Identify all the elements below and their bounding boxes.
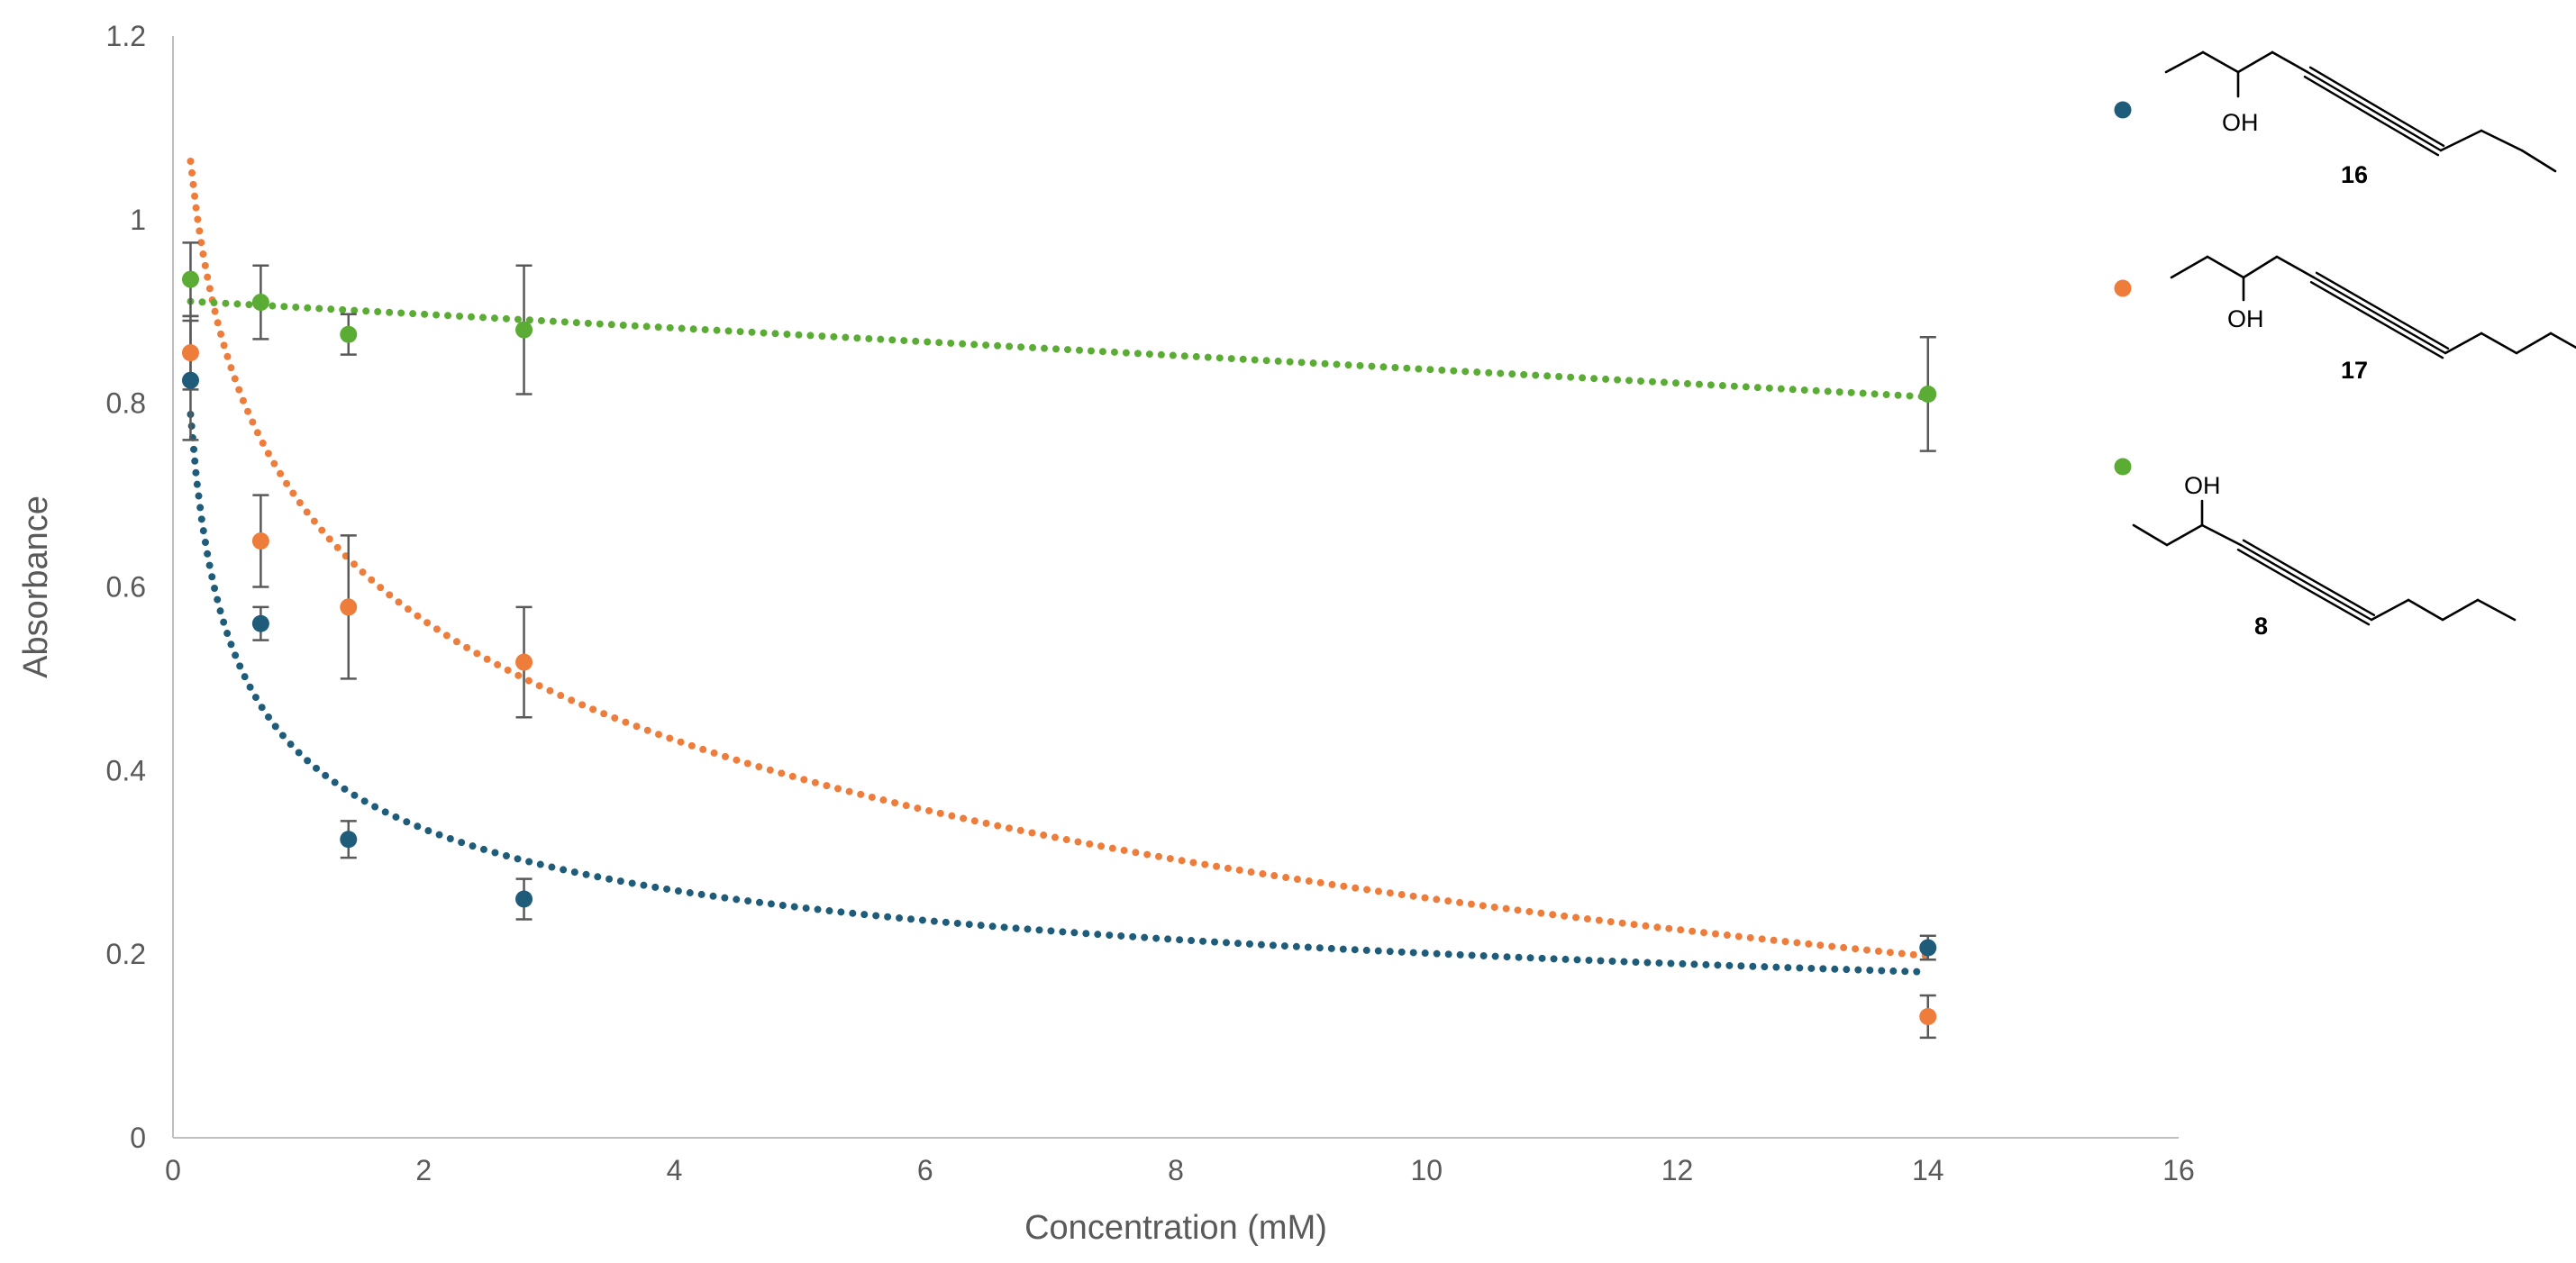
x-tick-label: 4 xyxy=(667,1154,683,1186)
y-tick-label: 0.8 xyxy=(106,387,146,420)
y-tick-label: 0.4 xyxy=(106,754,146,786)
legend-label-16: 16 xyxy=(2341,161,2368,188)
data-point-17 xyxy=(515,653,533,671)
bond xyxy=(2370,598,2410,622)
triple-bond xyxy=(2309,281,2379,322)
triple-bond xyxy=(2315,271,2384,312)
bond xyxy=(2271,50,2309,74)
data-point-16 xyxy=(340,831,358,849)
data-point-8 xyxy=(340,325,358,343)
bond xyxy=(2242,255,2279,279)
bond xyxy=(2170,255,2209,279)
data-point-17 xyxy=(181,344,199,362)
triple-bond xyxy=(2242,539,2311,579)
bond xyxy=(2206,255,2245,279)
x-tick-label: 14 xyxy=(1912,1154,1944,1186)
data-point-16 xyxy=(515,890,533,908)
data-point-16 xyxy=(251,614,269,632)
trendline-16 xyxy=(187,411,1932,976)
triple-bond xyxy=(2302,586,2371,626)
bond xyxy=(2407,598,2444,622)
data-point-17 xyxy=(251,532,269,550)
data-point-8 xyxy=(1919,385,1937,403)
triple-bond xyxy=(2306,70,2375,113)
bond xyxy=(2236,50,2274,74)
legend-marker-16 xyxy=(2114,101,2132,119)
triple-bond xyxy=(2378,313,2447,355)
structure-17 xyxy=(2170,255,2576,359)
data-point-16 xyxy=(1919,939,1937,957)
data-point-16 xyxy=(181,371,199,389)
legend-marker-17 xyxy=(2114,279,2132,297)
x-tick-label: 12 xyxy=(1661,1154,1694,1186)
data-point-8 xyxy=(515,321,533,339)
triple-bond xyxy=(2307,577,2376,616)
structure-8-oh: OH xyxy=(2184,472,2221,499)
data-point-17 xyxy=(340,598,358,616)
y-tick-label: 0 xyxy=(130,1122,146,1154)
plot-axes: 0 0.2 0.4 0.6 0.8 1 1.2 0 2 4 6 8 10 12 14 16 xyxy=(106,20,2195,1186)
structure-16-oh: OH xyxy=(2222,109,2259,136)
triple-bond xyxy=(2239,543,2308,585)
bond xyxy=(2441,598,2480,622)
bond xyxy=(2480,129,2524,152)
bond xyxy=(2444,332,2483,355)
bond xyxy=(2480,332,2518,355)
triple-bond xyxy=(2236,549,2306,589)
data-point-17 xyxy=(1919,1007,1937,1025)
x-axis-title: Concentration (mM) xyxy=(1024,1209,1327,1247)
bond xyxy=(2549,332,2576,350)
bond xyxy=(2275,255,2316,279)
structure-17-oh: OH xyxy=(2227,305,2264,332)
x-tick-label: 10 xyxy=(1410,1154,1443,1186)
triple-bond xyxy=(2369,114,2440,157)
bond xyxy=(2520,149,2557,173)
triple-bond xyxy=(2380,309,2450,350)
bond xyxy=(2165,523,2204,547)
triple-bond xyxy=(2374,104,2445,148)
legend-marker-8 xyxy=(2114,458,2132,476)
y-axis-title: Absorbance xyxy=(17,495,55,678)
x-tick-label: 8 xyxy=(1168,1154,1184,1186)
triple-bond xyxy=(2305,581,2373,622)
legend: OH 16 OH 17 OH 8 xyxy=(2114,50,2576,640)
x-tick-label: 2 xyxy=(415,1154,432,1186)
triple-bond xyxy=(2371,109,2443,152)
bond xyxy=(2515,332,2553,355)
y-tick-label: 1.2 xyxy=(106,20,146,52)
structure-16 xyxy=(2164,50,2557,173)
error-bars xyxy=(182,241,1936,1040)
y-tick-label: 0.2 xyxy=(106,938,146,970)
legend-label-8: 8 xyxy=(2254,613,2268,640)
x-tick-label: 6 xyxy=(917,1154,933,1186)
triple-bond xyxy=(2303,75,2372,117)
y-tick-label: 1 xyxy=(130,204,146,236)
bond xyxy=(2201,50,2240,74)
triple-bond xyxy=(2312,276,2381,317)
triple-bond xyxy=(2308,66,2378,108)
bond xyxy=(2132,523,2169,547)
data-points xyxy=(181,270,1937,1025)
triple-bond xyxy=(2375,319,2444,359)
data-point-8 xyxy=(251,294,269,312)
y-tick-label: 0.6 xyxy=(106,571,146,604)
trendline-8 xyxy=(187,297,1932,401)
x-tick-label: 16 xyxy=(2162,1154,2195,1186)
bond xyxy=(2164,50,2205,74)
bond xyxy=(2476,598,2517,622)
trendlines xyxy=(187,158,1932,976)
data-point-8 xyxy=(181,270,199,288)
legend-label-17: 17 xyxy=(2341,357,2368,384)
bond xyxy=(2200,523,2243,547)
bond xyxy=(2439,129,2483,152)
x-tick-label: 0 xyxy=(165,1154,181,1186)
structure-8 xyxy=(2132,499,2517,626)
